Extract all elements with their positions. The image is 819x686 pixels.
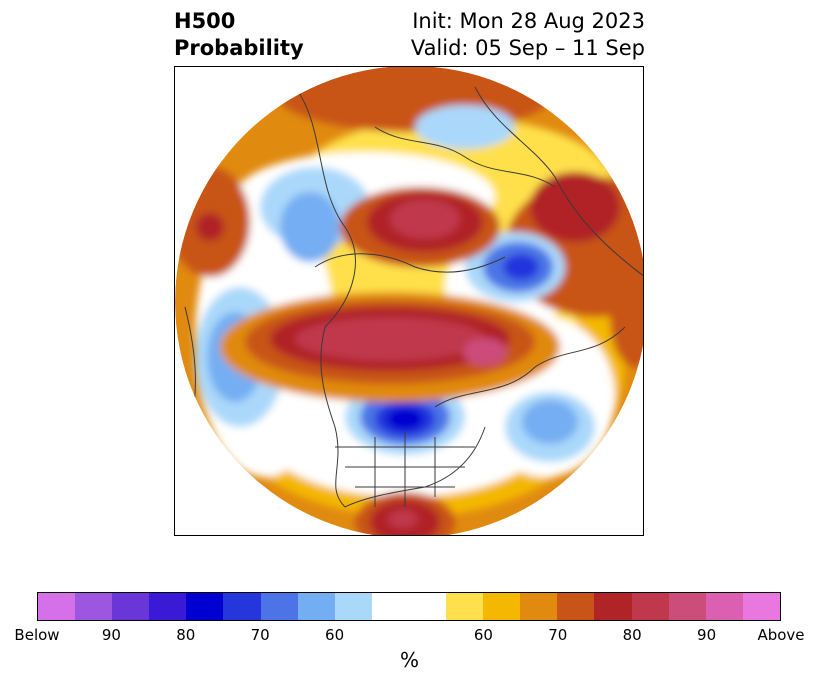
- colorbar-cell: [223, 593, 261, 620]
- colorbar-cell: [446, 593, 484, 620]
- colorbar-tick-label: 60: [473, 626, 493, 644]
- colorbar-units: %: [399, 648, 419, 672]
- probability-map: [175, 67, 643, 535]
- title-right: Init: Mon 28 Aug 2023 Valid: 05 Sep – 11…: [411, 8, 645, 62]
- colorbar-cell: [297, 593, 335, 620]
- colorbar-ticks: Below 90 80 70 60 60 70 80 90 Above: [14, 626, 804, 646]
- colorbar-tick-label: 80: [176, 626, 196, 644]
- colorbar-tick-label: 90: [101, 626, 121, 644]
- colorbar-cell: [371, 593, 409, 620]
- colorbar-tick-label: 70: [250, 626, 270, 644]
- title-type: Probability: [174, 36, 304, 60]
- colorbar-cell: [38, 593, 76, 620]
- colorbar-cell: [149, 593, 187, 620]
- colorbar-cell: [520, 593, 558, 620]
- colorbar-cell: [483, 593, 521, 620]
- colorbar-cell: [705, 593, 743, 620]
- colorbar-cell: [334, 593, 372, 620]
- colorbar-tick-label: 70: [548, 626, 568, 644]
- colorbar-tick-label: Above: [757, 626, 805, 644]
- colorbar-cell: [594, 593, 632, 620]
- colorbar-cell: [112, 593, 150, 620]
- colorbar-tick-label: 80: [622, 626, 642, 644]
- colorbar: [37, 592, 781, 621]
- title-variable: H500: [174, 9, 236, 33]
- init-date: Init: Mon 28 Aug 2023: [412, 9, 645, 33]
- valid-range: Valid: 05 Sep – 11 Sep: [410, 36, 645, 60]
- colorbar-cell: [742, 593, 780, 620]
- colorbar-tick-label: 90: [697, 626, 717, 644]
- colorbar-tick-label: 60: [325, 626, 345, 644]
- map-panel: [174, 66, 644, 536]
- colorbar-cell: [260, 593, 298, 620]
- colorbar-cell: [186, 593, 224, 620]
- colorbar-cell: [631, 593, 669, 620]
- colorbar-cell: [668, 593, 706, 620]
- colorbar-cell: [408, 593, 447, 620]
- colorbar-tick-label: Below: [14, 626, 60, 644]
- title-left: H500 Probability: [174, 8, 304, 62]
- colorbar-cell: [75, 593, 113, 620]
- colorbar-cell: [557, 593, 595, 620]
